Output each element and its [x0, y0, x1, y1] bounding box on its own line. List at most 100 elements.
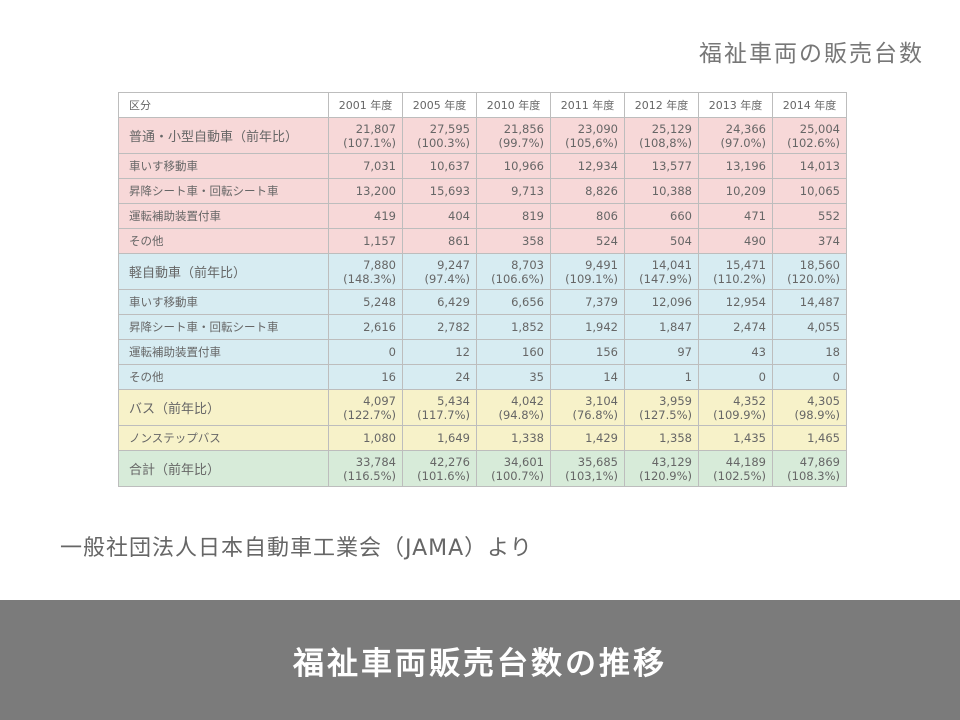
column-header-year: 2014 年度 — [772, 92, 847, 118]
table-cell: 9,491 (109.1%) — [550, 253, 625, 290]
cell-ratio: (97.4%) — [424, 271, 470, 286]
table-header-row: 区分 2001 年度 2005 年度 2010 年度 2011 年度 2012 年度 201… — [118, 92, 847, 118]
table-row: 昇降シート車・回転シート車 13,200 15,693 9,713 8,826 10,38… — [118, 178, 847, 204]
table-cell: 1,847 — [624, 314, 699, 340]
table-cell: 7,880 (148.3%) — [328, 253, 403, 290]
column-header-year: 2001 年度 — [328, 92, 403, 118]
table-cell: 6,656 — [476, 289, 551, 315]
column-header-year: 2010 年度 — [476, 92, 551, 118]
table-cell: 358 — [476, 228, 551, 254]
table-cell: 1,358 — [624, 425, 699, 451]
footer-title: 福祉車両販売台数の推移 — [293, 645, 667, 682]
cell-value: 7,880 — [363, 257, 396, 272]
column-header-year: 2005 年度 — [402, 92, 477, 118]
cell-ratio: (94.8%) — [498, 407, 544, 422]
table-cell: 34,601 (100.7%) — [476, 450, 551, 487]
table-cell: 24,366 (97.0%) — [698, 117, 773, 154]
cell-value: 14,041 — [651, 257, 692, 272]
cell-ratio: (102.6%) — [787, 135, 840, 150]
table-cell: 44,189 (102.5%) — [698, 450, 773, 487]
table-cell: 490 — [698, 228, 773, 254]
cell-ratio: (98.9%) — [794, 407, 840, 422]
table-cell: 160 — [476, 339, 551, 365]
corner-title: 福祉車両の販売台数 — [699, 41, 924, 67]
table-cell: 33,784 (116.5%) — [328, 450, 403, 487]
table-cell: 471 — [698, 203, 773, 229]
cell-value: 25,004 — [799, 121, 840, 136]
table-cell: 404 — [402, 203, 477, 229]
table-cell: 35 — [476, 364, 551, 390]
cell-value: 3,959 — [659, 393, 692, 408]
table-cell: 8,826 — [550, 178, 625, 204]
cell-value: 34,601 — [503, 454, 544, 469]
cell-ratio: (99.7%) — [498, 135, 544, 150]
column-header-year: 2012 年度 — [624, 92, 699, 118]
cell-ratio: (147.9%) — [639, 271, 692, 286]
table-cell: 2,782 — [402, 314, 477, 340]
table-cell: 4,352 (109.9%) — [698, 389, 773, 426]
table-cell: 97 — [624, 339, 699, 365]
cell-ratio: (100.7%) — [491, 468, 544, 483]
row-label: 運転補助装置付車 — [118, 339, 329, 365]
table-cell: 524 — [550, 228, 625, 254]
table-cell: 3,959 (127.5%) — [624, 389, 699, 426]
table-cell: 12 — [402, 339, 477, 365]
cell-ratio: (108.3%) — [787, 468, 840, 483]
cell-value: 4,305 — [807, 393, 840, 408]
table-cell: 42,276 (101.6%) — [402, 450, 477, 487]
row-label: その他 — [118, 364, 329, 390]
row-label: 昇降シート車・回転シート車 — [118, 314, 329, 340]
table-body: 普通・小型自動車（前年比） 21,807 (107.1%) 27,595 (100.3%… — [118, 117, 847, 487]
table-cell: 7,031 — [328, 153, 403, 179]
table-cell: 13,577 — [624, 153, 699, 179]
row-label: 車いす移動車 — [118, 153, 329, 179]
table-cell: 4,042 (94.8%) — [476, 389, 551, 426]
table-cell: 1,649 — [402, 425, 477, 451]
row-label: 軽自動車（前年比） — [118, 253, 329, 290]
table-cell: 16 — [328, 364, 403, 390]
table-cell: 6,429 — [402, 289, 477, 315]
row-label: 合計（前年比） — [118, 450, 329, 487]
sales-table: 区分 2001 年度 2005 年度 2010 年度 2011 年度 2012 年度 201… — [118, 92, 847, 487]
table-cell: 0 — [328, 339, 403, 365]
cell-ratio: (108,8%) — [639, 135, 692, 150]
table-cell: 1,338 — [476, 425, 551, 451]
table-cell: 1,852 — [476, 314, 551, 340]
table-cell: 12,934 — [550, 153, 625, 179]
cell-value: 21,807 — [355, 121, 396, 136]
cell-ratio: (127.5%) — [639, 407, 692, 422]
cell-ratio: (101.6%) — [417, 468, 470, 483]
table-cell: 0 — [698, 364, 773, 390]
cell-value: 33,784 — [355, 454, 396, 469]
table-cell: 24 — [402, 364, 477, 390]
cell-value: 4,097 — [363, 393, 396, 408]
cell-value: 21,856 — [503, 121, 544, 136]
table-cell: 1,942 — [550, 314, 625, 340]
table-cell: 47,869 (108.3%) — [772, 450, 847, 487]
row-label: 昇降シート車・回転シート車 — [118, 178, 329, 204]
cell-ratio: (116.5%) — [343, 468, 396, 483]
table-cell: 14,487 — [772, 289, 847, 315]
cell-ratio: (148.3%) — [343, 271, 396, 286]
cell-value: 24,366 — [725, 121, 766, 136]
table-cell: 2,474 — [698, 314, 773, 340]
table-cell: 1,080 — [328, 425, 403, 451]
cell-value: 5,434 — [437, 393, 470, 408]
cell-ratio: (97.0%) — [720, 135, 766, 150]
cell-ratio: (120.9%) — [639, 468, 692, 483]
table-cell: 504 — [624, 228, 699, 254]
table-row: 車いす移動車 7,031 10,637 10,966 12,934 13,577 13,19… — [118, 153, 847, 179]
cell-value: 8,703 — [511, 257, 544, 272]
table-group-row: 合計（前年比） 33,784 (116.5%) 42,276 (101.6%) 34,60… — [118, 450, 847, 487]
table-cell: 27,595 (100.3%) — [402, 117, 477, 154]
cell-value: 3,104 — [585, 393, 618, 408]
table-cell: 14,041 (147.9%) — [624, 253, 699, 290]
table-cell: 10,388 — [624, 178, 699, 204]
cell-ratio: (107.1%) — [343, 135, 396, 150]
table-group-row: 軽自動車（前年比） 7,880 (148.3%) 9,247 (97.4%) 8,703(… — [118, 253, 847, 290]
table-cell: 552 — [772, 203, 847, 229]
table-cell: 13,200 — [328, 178, 403, 204]
cell-ratio: (109.9%) — [713, 407, 766, 422]
table-cell: 819 — [476, 203, 551, 229]
table-cell: 43,129 (120.9%) — [624, 450, 699, 487]
